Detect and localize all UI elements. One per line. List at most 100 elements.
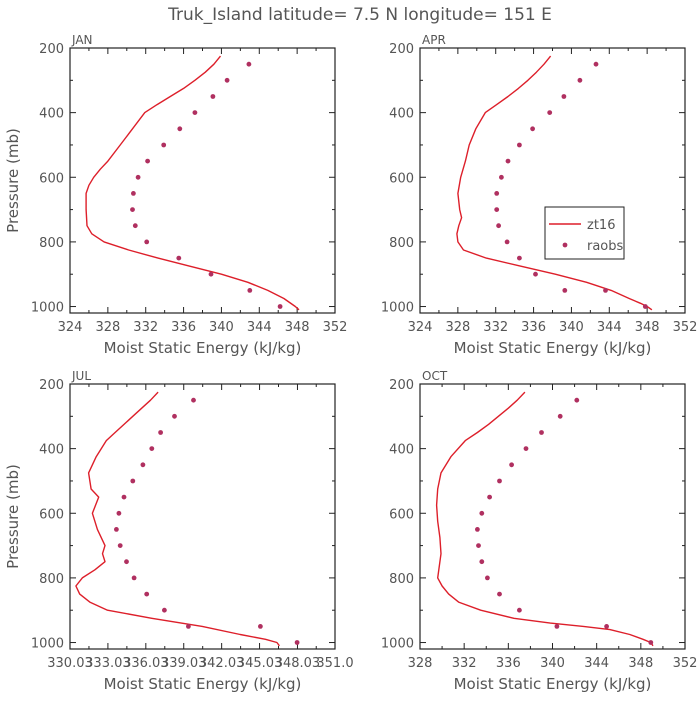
x-tick-label: 328 xyxy=(408,656,433,671)
y-tick-label: 400 xyxy=(39,107,64,122)
data-point xyxy=(494,191,500,196)
y-tick-label: 1000 xyxy=(381,637,414,652)
data-point xyxy=(144,591,150,597)
data-point xyxy=(476,543,481,548)
y-axis-label: Pressure (mb) xyxy=(4,128,22,233)
x-tick-label: 333.03 xyxy=(85,656,131,671)
data-point xyxy=(479,510,485,516)
y-tick-label: 800 xyxy=(389,572,414,587)
y-tick-label: 600 xyxy=(389,171,414,186)
y-tick-label: 200 xyxy=(39,378,64,393)
data-point xyxy=(487,494,492,500)
data-point xyxy=(224,77,230,83)
y-tick-label: 800 xyxy=(39,572,64,587)
data-point xyxy=(131,191,136,196)
data-point xyxy=(258,624,263,629)
y-tick-label: 1000 xyxy=(381,301,414,316)
panel-apr: APR 200 400 600 800 1000 324 328 332 336 340 344 348… xyxy=(381,33,698,357)
data-point xyxy=(130,207,135,213)
data-point xyxy=(479,559,485,565)
data-point xyxy=(504,239,510,245)
x-tick-label: 348 xyxy=(628,656,653,671)
x-tick-label: 340 xyxy=(209,320,234,335)
y-tick-label: 600 xyxy=(389,507,414,522)
series-points-raobs xyxy=(494,61,648,309)
data-point xyxy=(149,446,155,451)
x-tick-label: 332 xyxy=(483,320,508,335)
data-point xyxy=(186,624,191,629)
x-axis-label: Moist Static Energy (kJ/kg) xyxy=(454,339,652,357)
x-tick-label: 352 xyxy=(673,320,698,335)
data-point xyxy=(494,207,500,213)
panel-jan: JAN 200 400 600 800 1000 324 328 332 336 340 344 348… xyxy=(4,33,347,357)
y-tick-label: 200 xyxy=(39,42,64,57)
x-tick-label: 352 xyxy=(673,656,698,671)
x-tick-label: 324 xyxy=(408,320,433,335)
series-points-raobs xyxy=(114,397,300,645)
data-point xyxy=(517,255,522,261)
data-point xyxy=(574,397,580,403)
data-point xyxy=(192,110,198,115)
y-tick-label: 600 xyxy=(39,507,64,522)
y-tick-label: 200 xyxy=(389,42,414,57)
figure-title: Truk_Island latitude= 7.5 N longitude= 1… xyxy=(167,5,552,25)
data-point xyxy=(577,77,583,83)
data-point xyxy=(247,288,253,293)
x-tick-label: 348 xyxy=(285,320,310,335)
data-point xyxy=(158,430,164,435)
data-point xyxy=(132,223,138,229)
data-point xyxy=(497,478,502,484)
plot-frame xyxy=(69,383,336,650)
y-tick-label: 400 xyxy=(39,443,64,458)
x-tick-label: 344 xyxy=(247,320,272,335)
panel-title: OCT xyxy=(422,369,448,383)
data-point xyxy=(191,397,196,403)
data-point xyxy=(505,158,511,164)
data-point xyxy=(523,446,529,451)
x-tick-label: 328 xyxy=(445,320,470,335)
legend-label: zt16 xyxy=(587,218,615,233)
x-tick-label: 332 xyxy=(133,320,158,335)
x-tick-label: 340 xyxy=(540,656,565,671)
data-point xyxy=(277,304,283,309)
data-point xyxy=(130,478,136,484)
data-point xyxy=(499,174,504,180)
data-point xyxy=(172,413,177,419)
data-point xyxy=(117,543,123,548)
y-tick-label: 200 xyxy=(389,378,414,393)
series-line-zt16 xyxy=(435,391,654,647)
data-point xyxy=(603,288,608,293)
series-line-zt16 xyxy=(456,55,653,311)
x-tick-label: 344 xyxy=(597,320,622,335)
y-tick-label: 800 xyxy=(39,236,64,251)
y-tick-label: 400 xyxy=(389,107,414,122)
legend: zt16 raobs xyxy=(544,206,625,260)
data-point xyxy=(604,624,609,629)
data-point xyxy=(246,61,252,67)
data-point xyxy=(116,510,122,516)
panel-title: APR xyxy=(422,33,446,47)
data-point xyxy=(530,126,535,132)
data-point xyxy=(475,527,480,532)
data-point xyxy=(144,239,150,245)
data-point xyxy=(210,94,216,99)
x-axis-label: Moist Static Energy (kJ/kg) xyxy=(454,675,652,693)
panel-jul: JUL 200 400 600 800 1000 330.03333.03336.03339… xyxy=(4,369,354,693)
x-tick-label: 345.03 xyxy=(237,656,283,671)
x-tick-label: 330.03 xyxy=(47,656,93,671)
data-point xyxy=(208,271,214,277)
data-point xyxy=(509,462,514,468)
data-point xyxy=(135,174,141,180)
data-point xyxy=(131,575,137,581)
legend-swatch-point xyxy=(562,242,568,248)
x-tick-label: 336 xyxy=(496,656,521,671)
data-point xyxy=(140,462,146,468)
data-point xyxy=(648,640,654,645)
y-tick-label: 1000 xyxy=(31,637,64,652)
x-tick-label: 332 xyxy=(452,656,477,671)
series-points-raobs xyxy=(475,397,654,645)
plot-frame xyxy=(419,383,686,650)
x-tick-label: 351.0 xyxy=(316,656,353,671)
